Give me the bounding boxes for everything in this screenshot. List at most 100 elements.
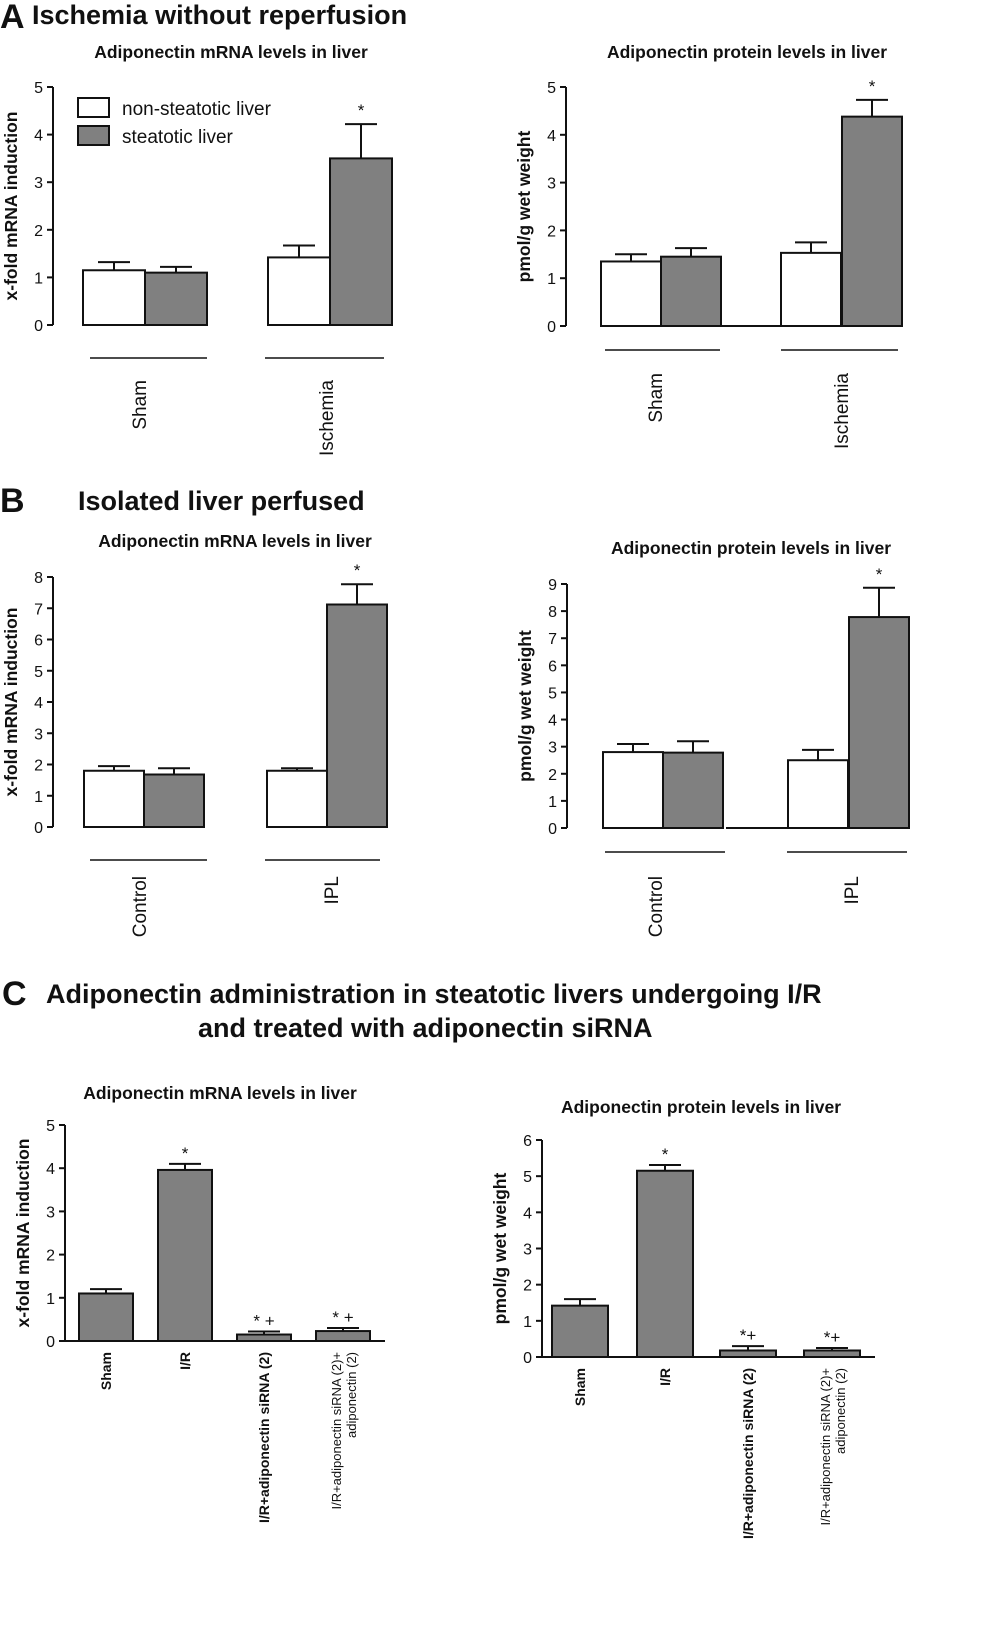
y-tick-label: 1 [34,789,43,806]
bar-steatotic [660,255,722,327]
y-tick-label: 9 [548,577,557,594]
panel-c-heading-line1: Adiponectin administration in steatotic … [46,979,822,1009]
panel-b-letter: B [0,482,25,520]
chart-a-mrna: Adiponectin mRNA levels in liver x-fold m… [1,42,393,456]
y-axis-label: x-fold mRNA induction [13,1139,33,1328]
y-tick-label: 5 [46,1118,55,1135]
y-tick-label: 4 [34,128,43,145]
category-label: Ischemia [317,380,338,456]
panel-c-heading-line2: and treated with adiponectin siRNA [198,1013,653,1043]
panel-c-letter: C [2,975,27,1013]
bar [78,1292,134,1342]
y-tick-label: 2 [34,758,43,775]
y-tick-label: 0 [548,821,557,838]
significance-marker: * [182,1144,189,1163]
bar [236,1333,292,1343]
category-label-line: I/R+adiponectin siRNA (2)+ [329,1352,344,1510]
y-tick-label: 1 [548,794,557,811]
chart-b-protein: Adiponectin protein levels in liver pmol/… [515,538,910,937]
significance-marker: * [358,101,365,120]
y-axis-label: x-fold mRNA induction [1,608,21,797]
y-tick-label: 7 [548,631,557,648]
y-tick-label: 7 [34,601,43,618]
category-label: I/R [177,1352,193,1370]
y-tick-label: 5 [34,664,43,681]
y-tick-label: 1 [547,271,556,288]
y-tick-label: 2 [34,223,43,240]
legend-label: steatotic liver [122,127,234,148]
y-axis-label: pmol/g wet weight [490,1172,510,1324]
category-label: I/R+adiponectin siRNA (2) [740,1368,756,1539]
category-label: IPL [322,876,343,905]
y-tick-label: 6 [34,633,43,650]
y-tick-label: 5 [34,80,43,97]
y-tick-label: 3 [34,175,43,192]
y-tick-label: 0 [547,319,556,336]
y-tick-label: 8 [548,604,557,621]
legend-swatch-steatotic [77,125,110,146]
category-label: Sham [130,380,151,430]
bar [719,1349,777,1358]
chart-c-mrna: Adiponectin mRNA levels in liver x-fold m… [13,1083,385,1523]
category-label: Control [646,876,667,937]
significance-marker: * + [253,1311,274,1330]
y-axis-label: pmol/g wet weight [514,130,534,282]
significance-marker: *+ [740,1326,757,1345]
bar-steatotic [144,271,208,327]
y-tick-label: 2 [548,767,557,784]
y-tick-label: 5 [523,1169,532,1186]
significance-marker: * + [332,1308,353,1327]
bar [157,1168,213,1342]
significance-marker: * [662,1145,669,1164]
chart-a-protein: Adiponectin protein levels in liver pmol/… [514,42,903,449]
bar-non-steatotic [266,769,328,828]
y-tick-label: 4 [523,1205,532,1222]
significance-marker: * [876,565,883,584]
y-tick-label: 3 [548,740,557,757]
y-tick-label: 4 [548,713,557,730]
bar-steatotic [326,603,388,828]
category-label-line: I/R+adiponectin siRNA (2)+ [818,1368,833,1526]
bar-non-steatotic [267,256,331,326]
chart-title: Adiponectin mRNA levels in liver [83,1083,357,1103]
y-tick-label: 3 [547,176,556,193]
bar-steatotic [848,616,910,829]
y-tick-label: 5 [547,80,556,97]
y-tick-label: 6 [523,1133,532,1150]
category-label-line: adiponectin (2) [833,1368,848,1454]
category-label: IPL [842,876,863,905]
y-tick-label: 0 [523,1350,532,1367]
bar [636,1169,694,1359]
y-axis-label: x-fold mRNA induction [1,112,21,301]
significance-marker: * [354,561,361,580]
y-tick-label: 1 [523,1314,532,1331]
significance-marker: * [869,77,876,96]
y-tick-label: 2 [46,1248,55,1265]
y-tick-label: 3 [46,1204,55,1221]
category-label: I/R [657,1368,673,1386]
y-tick-label: 5 [548,685,557,702]
y-tick-label: 0 [34,820,43,837]
category-label: Control [130,876,151,937]
bar-non-steatotic [82,269,146,327]
chart-title: Adiponectin protein levels in liver [607,42,887,62]
y-tick-label: 8 [34,570,43,587]
category-label: Ischemia [832,373,853,449]
chart-title: Adiponectin protein levels in liver [561,1097,841,1117]
bar [803,1349,861,1358]
category-label: Sham [98,1352,114,1390]
y-tick-label: 2 [523,1278,532,1295]
chart-title: Adiponectin mRNA levels in liver [94,42,368,62]
bar-non-steatotic [787,759,849,830]
y-axis-label: pmol/g wet weight [515,630,535,782]
y-tick-label: 4 [547,128,556,145]
legend-label: non-steatotic liver [122,99,272,120]
bar [551,1304,609,1358]
category-label-line: adiponectin (2) [344,1352,359,1438]
y-tick-label: 0 [34,318,43,335]
y-tick-label: 6 [548,658,557,675]
y-tick-label: 2 [547,223,556,240]
bar [315,1330,371,1342]
significance-marker: *+ [824,1328,841,1347]
category-label: I/R+adiponectin siRNA (2) [256,1352,272,1523]
